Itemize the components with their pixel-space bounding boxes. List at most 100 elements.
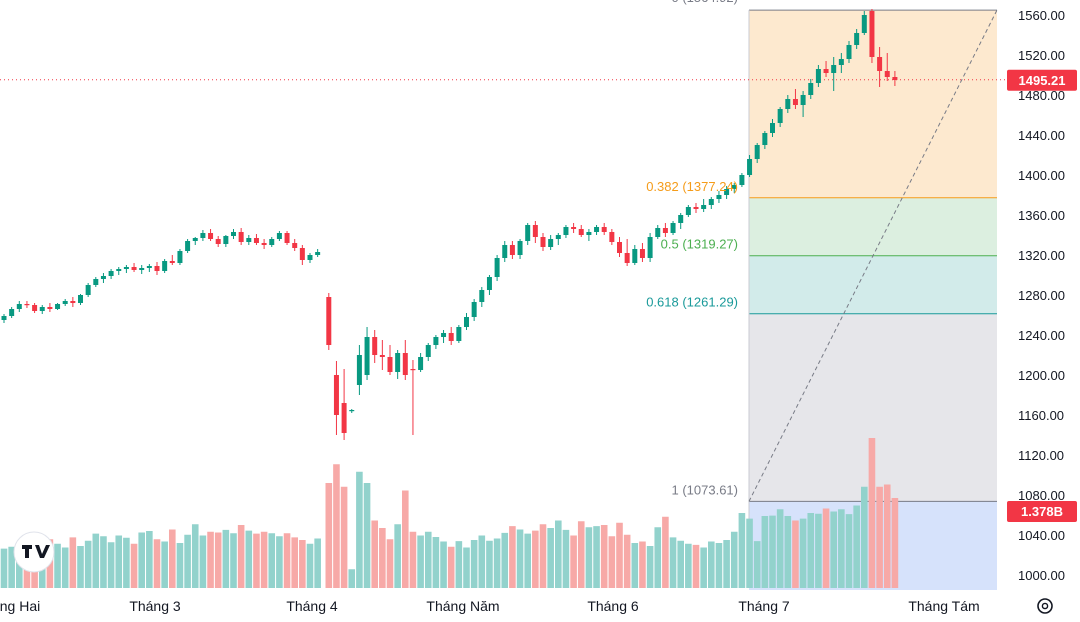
candle-body bbox=[292, 243, 298, 248]
volume-bar bbox=[746, 518, 753, 588]
candle-body bbox=[185, 241, 191, 251]
candle-body bbox=[108, 271, 114, 276]
candle-body bbox=[55, 304, 61, 309]
candle bbox=[632, 245, 638, 265]
candle-body bbox=[571, 227, 577, 229]
candle bbox=[284, 231, 290, 245]
volume-badge bbox=[1007, 501, 1077, 522]
candle bbox=[139, 265, 145, 274]
candle-body bbox=[215, 239, 221, 244]
candle-body bbox=[892, 77, 898, 80]
candle-body bbox=[639, 249, 645, 258]
y-tick-label: 1240.00 bbox=[1018, 328, 1065, 343]
candle bbox=[502, 241, 508, 262]
volume-bar bbox=[883, 484, 891, 588]
candle bbox=[269, 237, 275, 247]
volume-bar bbox=[424, 531, 432, 588]
candle bbox=[815, 65, 821, 87]
candle-body bbox=[877, 57, 883, 71]
candle-body bbox=[624, 253, 630, 263]
candle-body bbox=[800, 95, 806, 105]
volume-bar bbox=[593, 526, 600, 588]
volume-bar bbox=[276, 536, 283, 588]
candle bbox=[395, 350, 401, 379]
candle bbox=[471, 299, 477, 321]
candle bbox=[276, 231, 282, 241]
candle bbox=[177, 249, 183, 265]
candle bbox=[693, 203, 699, 213]
candle bbox=[418, 353, 424, 372]
y-axis[interactable]: 1000.00 1040.00 1080.00 1120.00 1160.00 1200.… bbox=[1018, 8, 1065, 583]
candle bbox=[869, 9, 875, 63]
volume-bar bbox=[639, 541, 646, 588]
volume-bar bbox=[470, 540, 478, 588]
candle-body bbox=[701, 205, 707, 209]
settings-icon[interactable] bbox=[1037, 598, 1053, 614]
candle bbox=[116, 267, 122, 275]
candle-body bbox=[770, 123, 775, 133]
volume-bar bbox=[570, 535, 577, 588]
candle bbox=[639, 243, 645, 262]
volume-bar bbox=[562, 529, 570, 588]
candle-body bbox=[601, 227, 607, 232]
volume-bar bbox=[547, 528, 554, 588]
y-tick-label: 1080.00 bbox=[1018, 488, 1065, 503]
fib-zone-2 bbox=[749, 255, 997, 314]
candle bbox=[410, 360, 416, 435]
volume-bar bbox=[245, 530, 253, 588]
candle-body bbox=[284, 233, 290, 243]
candle bbox=[85, 283, 91, 297]
y-tick-label: 1120.00 bbox=[1018, 448, 1064, 463]
candle-body bbox=[647, 237, 653, 258]
candle bbox=[532, 221, 538, 243]
candle-body bbox=[578, 229, 584, 235]
tradingview-logo[interactable] bbox=[13, 531, 55, 573]
candle-body bbox=[364, 337, 370, 375]
volume-bar bbox=[333, 464, 340, 588]
volume-bar bbox=[753, 541, 761, 588]
candle bbox=[169, 255, 175, 265]
fib-label-0: 0 (1564.92) bbox=[672, 0, 739, 5]
volume-bar bbox=[509, 526, 516, 588]
x-tick-label: Tháng 7 bbox=[738, 598, 790, 614]
y-tick-label: 1000.00 bbox=[1018, 568, 1065, 583]
x-tick-label: Tháng 3 bbox=[129, 598, 181, 614]
candle bbox=[78, 294, 83, 305]
candle bbox=[609, 229, 615, 245]
candle bbox=[731, 183, 737, 193]
volume-bar bbox=[402, 490, 409, 588]
candle-body bbox=[418, 357, 424, 370]
volume-bar bbox=[394, 524, 401, 588]
candle bbox=[792, 89, 798, 109]
volume-bar bbox=[776, 509, 784, 588]
candle-body bbox=[208, 233, 214, 239]
candle bbox=[100, 273, 106, 283]
candle bbox=[479, 287, 485, 307]
volume-bar bbox=[669, 537, 677, 588]
volume-bar bbox=[555, 520, 562, 588]
candle-body bbox=[356, 355, 362, 385]
volume-bar bbox=[815, 513, 822, 588]
volume-bar bbox=[371, 520, 378, 588]
candle bbox=[563, 225, 569, 238]
volume-bar bbox=[0, 548, 8, 588]
candle bbox=[215, 236, 221, 247]
candle bbox=[647, 233, 653, 262]
candle bbox=[433, 335, 439, 349]
x-axis[interactable]: ng Hai Tháng 3 Tháng 4 Tháng Năm Tháng 6 Thán… bbox=[0, 598, 980, 614]
candle-body bbox=[838, 59, 844, 65]
candle-body bbox=[238, 232, 244, 242]
candle-body bbox=[39, 307, 45, 311]
candle-body bbox=[884, 71, 890, 77]
y-tick-label: 1200.00 bbox=[1018, 368, 1065, 383]
candle bbox=[517, 239, 523, 259]
volume-bar bbox=[130, 543, 138, 588]
volume-bar bbox=[207, 531, 214, 588]
candle bbox=[387, 345, 393, 375]
volume-bar bbox=[861, 486, 868, 588]
candle bbox=[655, 225, 661, 239]
volume-bar bbox=[153, 539, 161, 588]
candle-body bbox=[464, 317, 469, 327]
candle bbox=[16, 301, 22, 312]
